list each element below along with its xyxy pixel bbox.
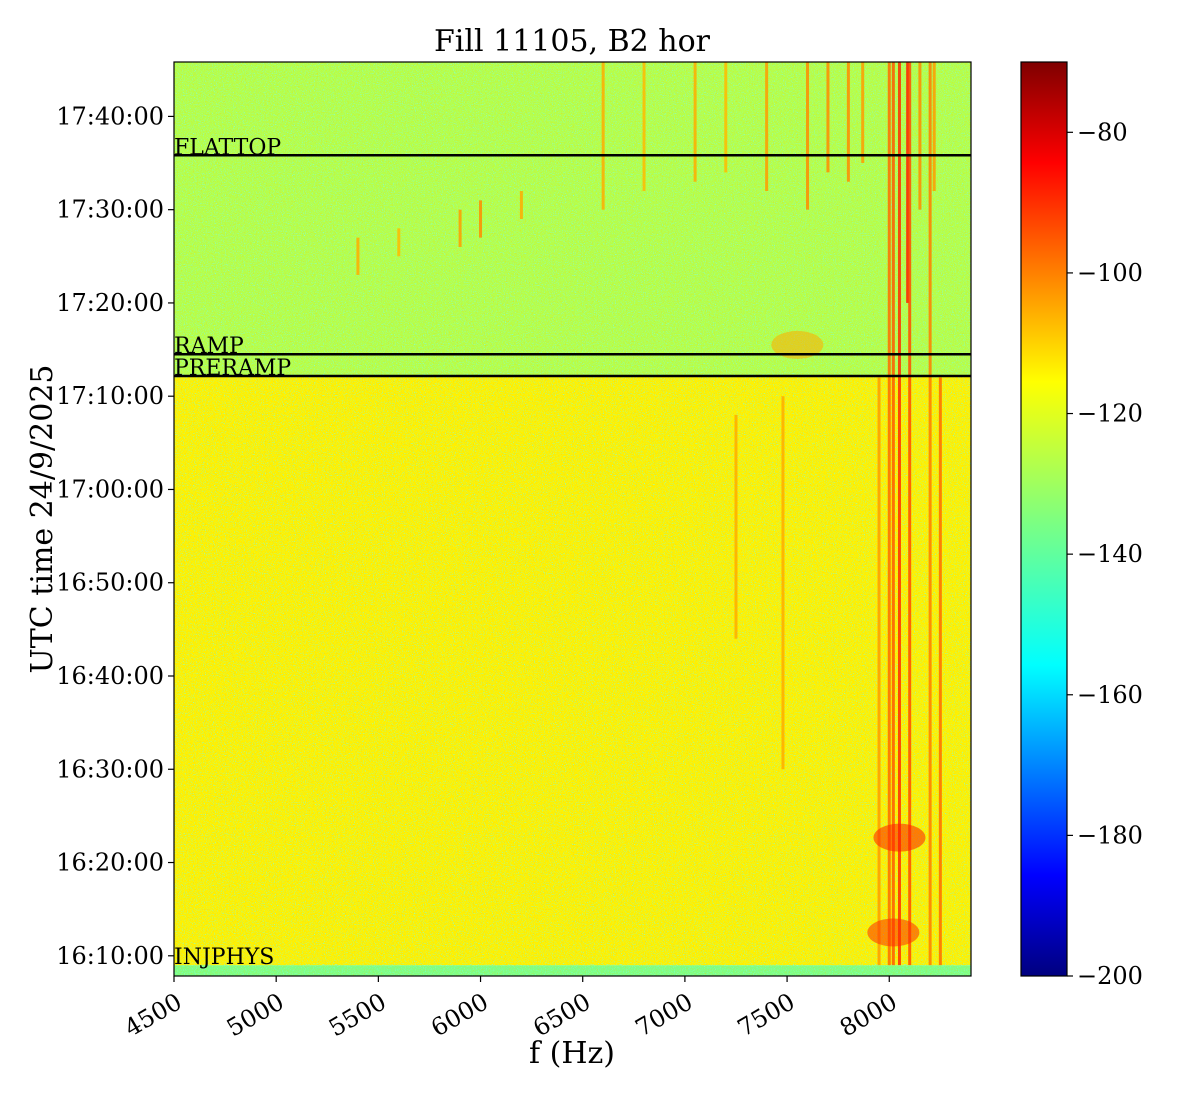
y-axis-label: UTC time 24/9/2025 (25, 365, 60, 674)
hotspots (771, 330, 926, 947)
spectral-line (928, 62, 932, 966)
y-tick-label: 17:30:00 (56, 196, 164, 224)
y-tick-label: 17:40:00 (56, 102, 164, 130)
spectral-line (724, 62, 728, 173)
spectral-line (734, 414, 738, 639)
colorbar-gradient (1020, 61, 1068, 977)
plot-frame (173, 61, 972, 977)
chart-title: Fill 11105, B2 hor (434, 24, 711, 59)
x-tick-label: 6000 (426, 988, 493, 1043)
spectral-line (601, 62, 605, 210)
colorbar-ticks: −80 −100 −120 −140 −160 −180 −200 (1067, 118, 1143, 990)
spectral-line (642, 62, 646, 192)
colorbar-tick-label: −160 (1077, 681, 1143, 709)
y-tick-label: 17:20:00 (56, 289, 164, 317)
x-tick-label: 4500 (120, 988, 187, 1043)
x-tick-label: 7500 (733, 988, 800, 1043)
spectral-line (906, 62, 910, 303)
y-tick-label: 16:30:00 (56, 755, 164, 783)
spectral-line (846, 62, 850, 182)
y-tick-label: 17:10:00 (56, 382, 164, 410)
noise-overlay-warm (174, 62, 971, 976)
spectral-line (397, 228, 401, 257)
spectral-line (938, 377, 942, 966)
spectral-lines (356, 62, 942, 966)
x-tick-label: 6500 (528, 988, 595, 1043)
x-tick-label: 5500 (324, 988, 391, 1043)
colorbar-tick-label: −200 (1077, 962, 1143, 990)
spectral-line (897, 62, 901, 966)
phase-lines (174, 154, 971, 378)
spectral-line (356, 237, 360, 275)
phase-label: FLATTOP (174, 135, 281, 160)
x-tick-label: 7000 (631, 988, 698, 1043)
phase-label: RAMP (174, 334, 244, 359)
y-tick-label: 16:50:00 (56, 569, 164, 597)
colorbar-tick-label: −100 (1077, 259, 1143, 287)
colorbar: −80 −100 −120 −140 −160 −180 −200 (1020, 61, 1143, 990)
spectral-line (765, 62, 769, 192)
spectral-line (918, 62, 922, 210)
y-axis: 16:10:00 16:20:00 16:30:00 16:40:00 16:50:00… (56, 102, 174, 970)
colorbar-tick-label: −180 (1077, 821, 1143, 849)
spectral-line (781, 396, 785, 770)
spectral-line (877, 377, 881, 966)
spectral-line (458, 209, 462, 247)
spectral-line (826, 62, 830, 173)
phase-label: PRERAMP (174, 356, 291, 381)
y-tick-label: 16:40:00 (56, 662, 164, 690)
spectral-line (806, 62, 810, 210)
spectral-line (861, 62, 865, 164)
hotspot (867, 918, 920, 947)
colorbar-tick-label: −120 (1077, 400, 1143, 428)
spectral-line (519, 191, 523, 219)
y-tick-label: 16:10:00 (56, 942, 164, 970)
spectral-line (908, 62, 912, 966)
colorbar-tick-label: −80 (1077, 118, 1128, 146)
colorbar-tick-label: −140 (1077, 540, 1143, 568)
spectral-line (887, 62, 891, 966)
x-axis-label: f (Hz) (529, 1036, 615, 1071)
hotspot (873, 823, 926, 852)
y-tick-label: 16:20:00 (56, 849, 164, 877)
y-tick-label: 17:00:00 (56, 475, 164, 503)
spectral-line (891, 62, 895, 966)
x-tick-label: 5000 (222, 988, 289, 1043)
x-axis: 4500 5000 5500 6000 6500 7000 7500 8000 (120, 976, 902, 1042)
spectral-line (479, 200, 483, 238)
spectral-line (932, 62, 936, 192)
spectral-line (693, 62, 697, 182)
hotspot (771, 330, 824, 359)
phase-label: INJPHYS (174, 945, 274, 970)
x-tick-label: 8000 (835, 988, 902, 1043)
heatmap (174, 62, 971, 976)
